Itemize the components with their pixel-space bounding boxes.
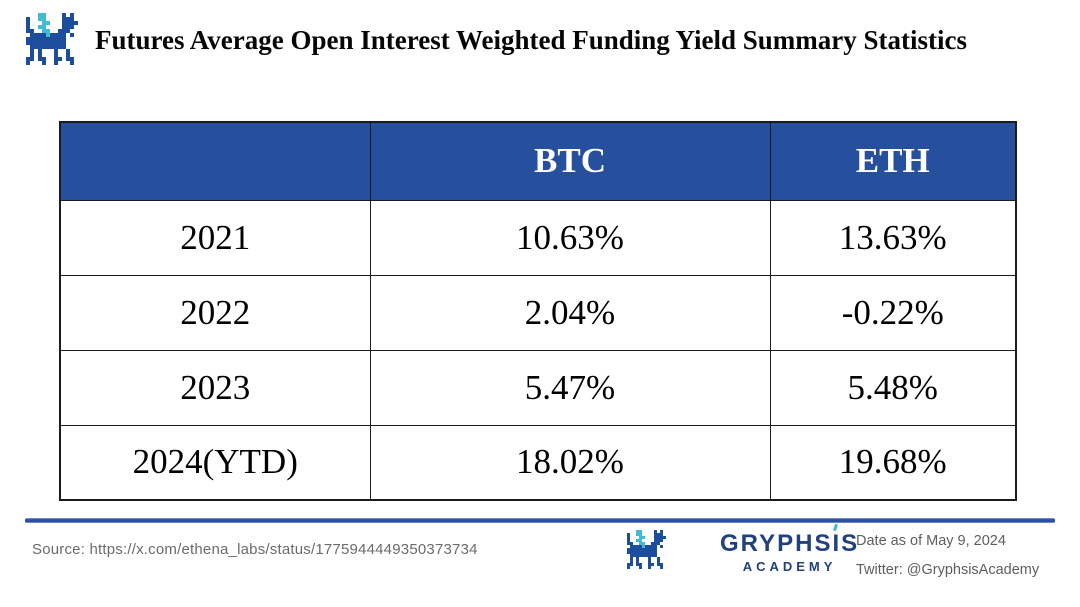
btc-value-cell: 10.63%	[369, 199, 771, 276]
date-label: Date as of May 9, 2024	[856, 533, 1006, 549]
table-row: 2022 2.04% -0.22%	[59, 274, 1017, 351]
btc-value-cell: 18.02%	[369, 424, 771, 501]
eth-column-header: ETH	[769, 121, 1017, 201]
brand-name-accented-i: I	[832, 530, 842, 557]
brand-subtitle: ACADEMY	[742, 559, 837, 574]
year-cell: 2021	[59, 199, 371, 276]
footer-meta: Date as of May 9, 2024 Twitter: @Gryphsi…	[856, 533, 1039, 578]
eth-value-cell: 5.48%	[769, 349, 1017, 426]
eth-value-cell: 19.68%	[769, 424, 1017, 501]
btc-value-cell: 5.47%	[369, 349, 771, 426]
btc-value-cell: 2.04%	[369, 274, 771, 351]
brand-name: GRYPHSIS	[720, 531, 859, 557]
btc-column-header: BTC	[369, 121, 771, 201]
year-cell: 2024(YTD)	[59, 424, 371, 501]
slide-title: Futures Average Open Interest Weighted F…	[95, 25, 968, 55]
year-cell: 2023	[59, 349, 371, 426]
dragon-logo-icon	[624, 530, 666, 569]
dragon-logo-icon	[22, 13, 78, 65]
table-row: 2021 10.63% 13.63%	[59, 199, 1017, 276]
twitter-label: Twitter: @GryphsisAcademy	[856, 562, 1040, 578]
eth-value-cell: 13.63%	[769, 199, 1017, 276]
funding-yield-table: BTC ETH 2021 10.63% 13.63% 2022 2.04% -0…	[59, 121, 1017, 501]
year-cell: 2022	[59, 274, 371, 351]
table-row: 2023 5.47% 5.48%	[59, 349, 1017, 426]
footer-divider	[25, 518, 1055, 523]
eth-value-cell: -0.22%	[769, 274, 1017, 351]
table-row: 2024(YTD) 18.02% 19.68%	[59, 424, 1017, 501]
source-url: Source: https://x.com/ethena_labs/status…	[32, 541, 478, 558]
empty-header-cell	[59, 121, 371, 201]
brand-name-part: S	[841, 530, 860, 557]
brand-wordmark: GRYPHSIS ACADEMY	[720, 531, 859, 575]
table-header-row: BTC ETH	[59, 121, 1017, 201]
brand-name-part: GRYPHS	[720, 530, 833, 557]
